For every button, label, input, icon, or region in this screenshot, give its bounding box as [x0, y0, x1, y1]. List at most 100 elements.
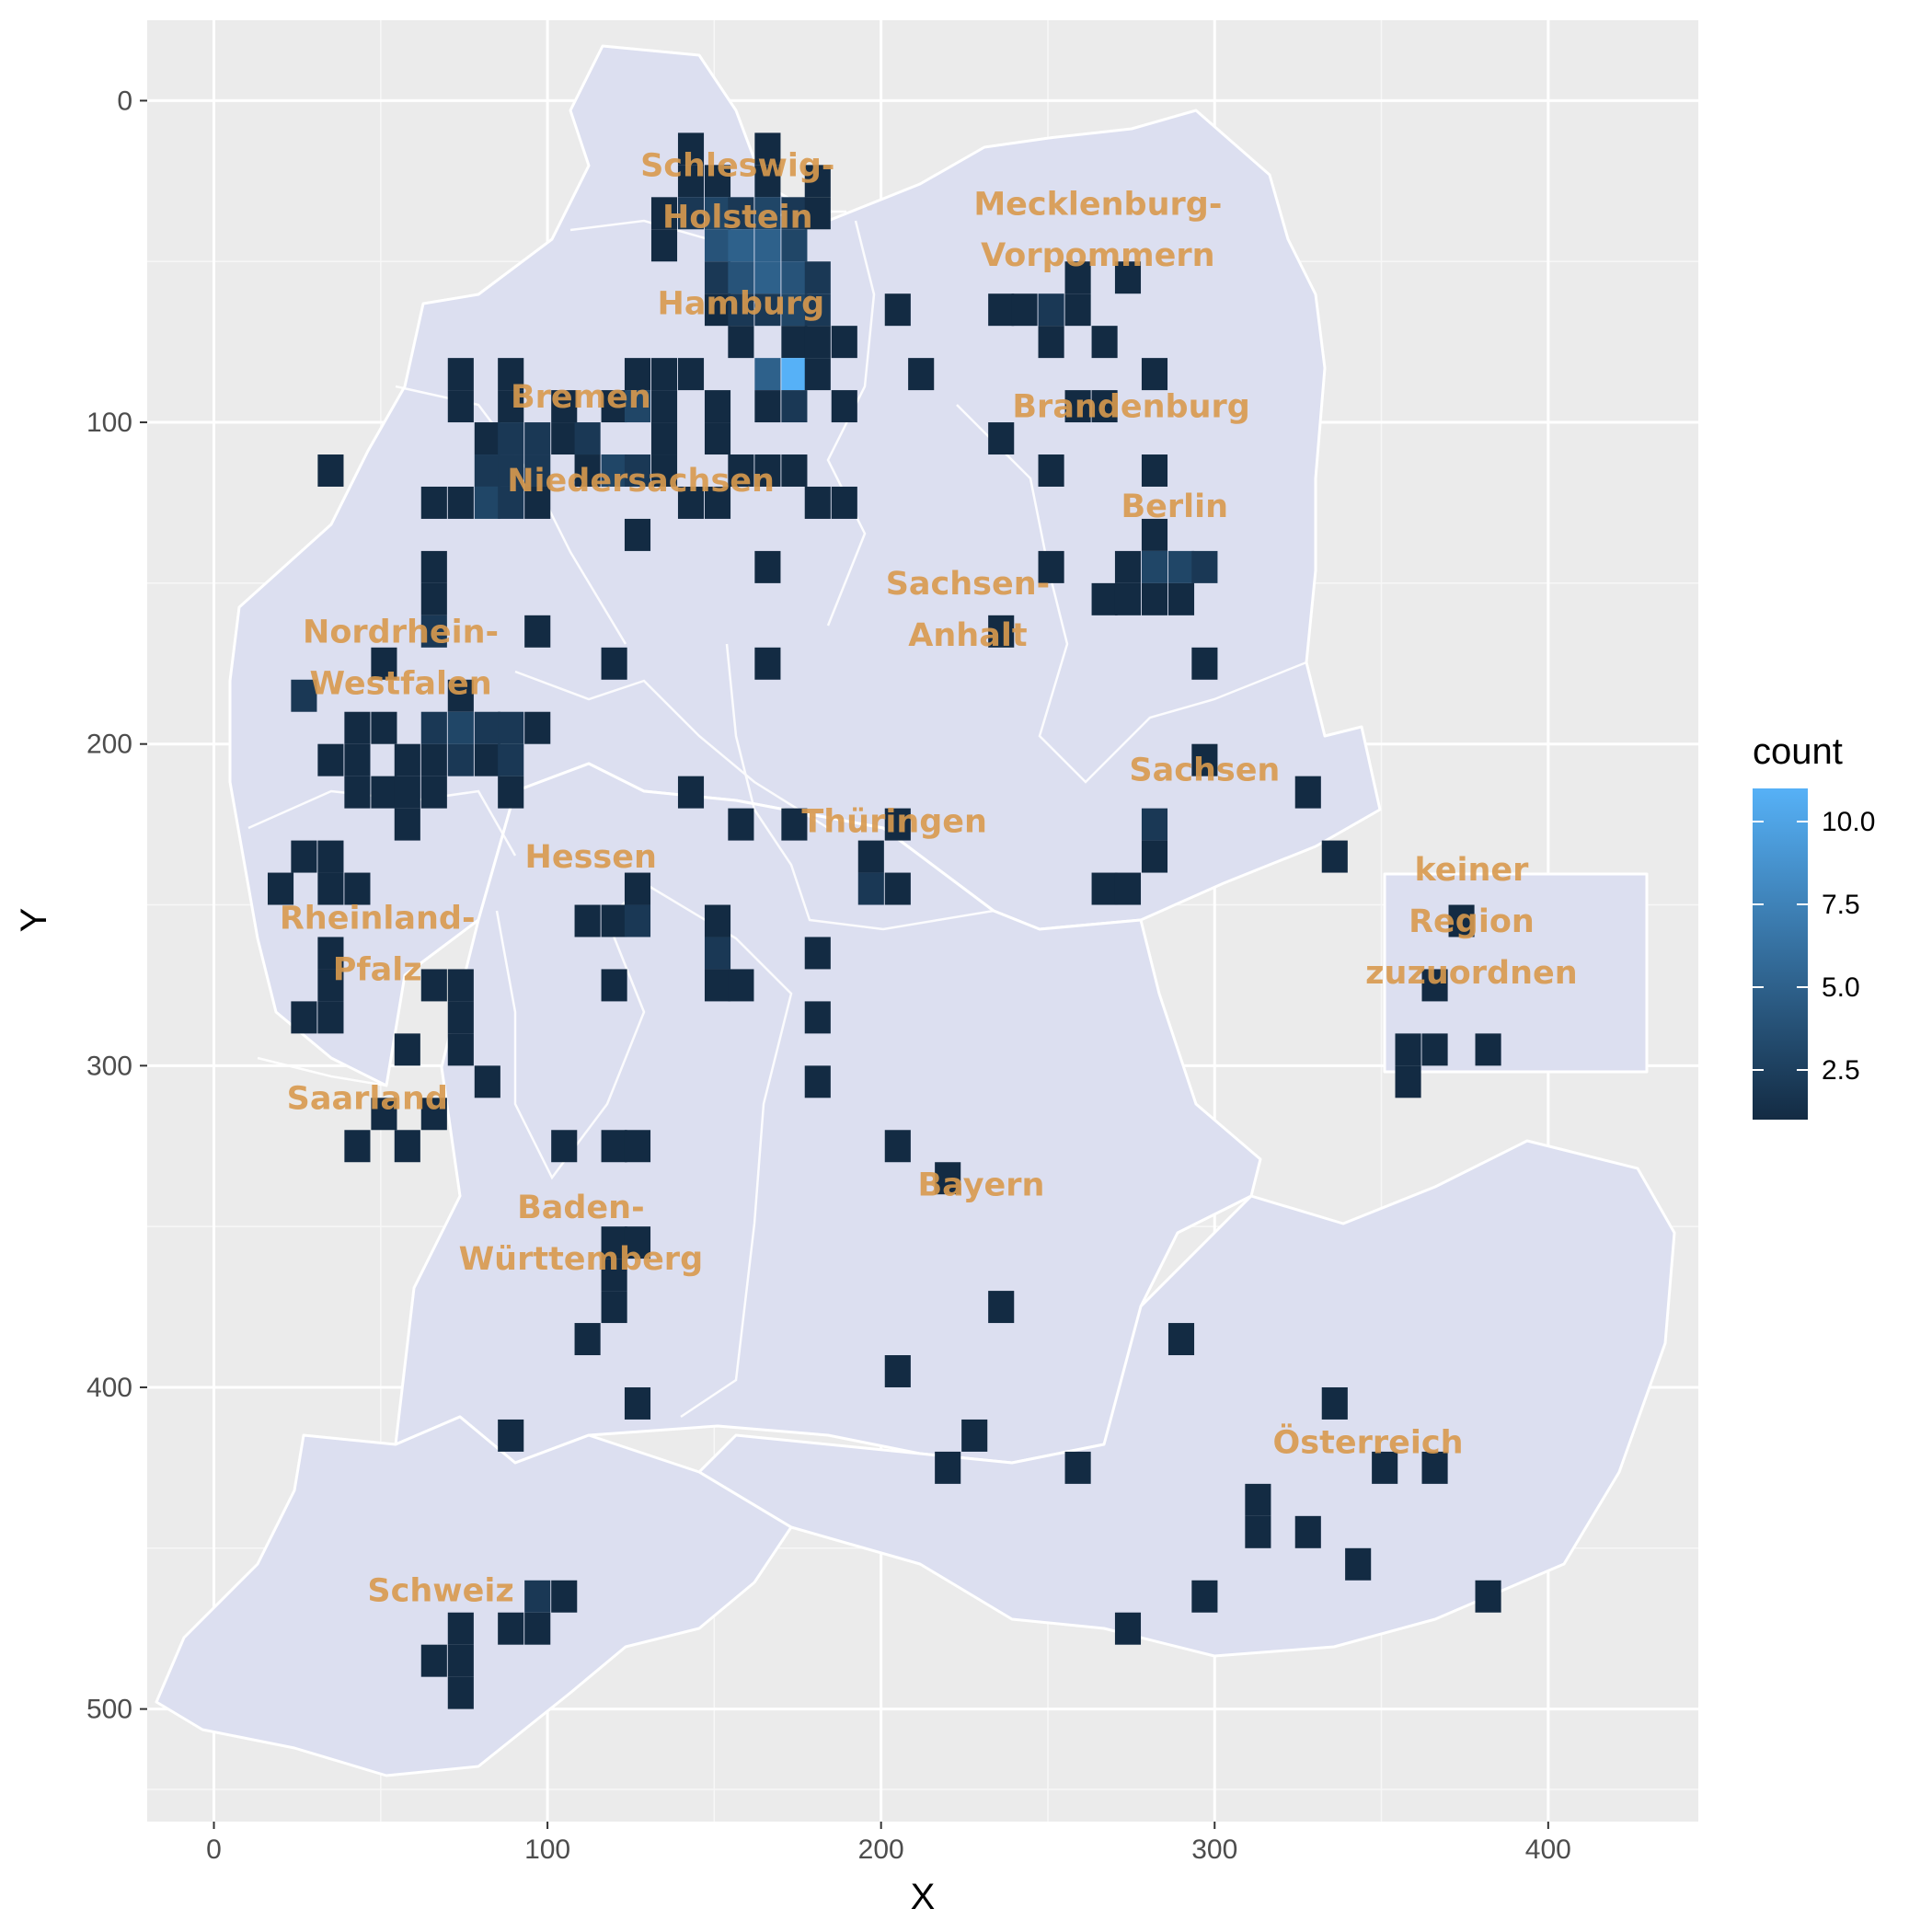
heatmap-bin — [574, 454, 601, 487]
heatmap-bin — [394, 1130, 420, 1163]
heatmap-bin — [677, 165, 705, 198]
heatmap-bin — [1294, 1515, 1321, 1548]
heatmap-bin — [804, 197, 831, 230]
heatmap-bin — [624, 872, 651, 905]
heatmap-bin — [804, 358, 831, 391]
heatmap-bin — [935, 1162, 961, 1195]
heatmap-bin — [624, 1130, 651, 1163]
heatmap-bin — [831, 486, 857, 519]
heatmap-bin — [804, 261, 831, 294]
heatmap-bin — [1245, 1515, 1271, 1548]
heatmap-bin — [804, 165, 831, 198]
heatmap-bin — [754, 229, 781, 262]
heatmap-bin — [677, 132, 705, 166]
region-label: Hessen — [525, 839, 657, 876]
heatmap-bin — [291, 679, 317, 712]
heatmap-bin — [650, 229, 678, 262]
heatmap-bin — [781, 454, 808, 487]
heatmap-bin — [1321, 840, 1348, 873]
heatmap-bin — [624, 390, 651, 423]
heatmap-bin — [781, 358, 808, 391]
heatmap-bin — [624, 454, 651, 487]
heatmap-bin — [551, 1130, 578, 1163]
legend-tick-label: 10.0 — [1822, 807, 1875, 837]
heatmap-bin — [1141, 358, 1168, 391]
heatmap-bin — [1191, 1580, 1218, 1613]
heatmap-bin — [781, 390, 808, 423]
heatmap-bin — [447, 1001, 474, 1034]
heatmap-bin — [447, 969, 474, 1002]
heatmap-bin — [601, 1130, 627, 1163]
heatmap-bin — [344, 711, 371, 744]
region-label: Niedersachsen — [507, 463, 775, 500]
heatmap-bin — [1114, 261, 1142, 294]
region-label: keiner — [1414, 852, 1529, 889]
region-label: Westfalen — [309, 665, 491, 702]
heatmap-bin — [1064, 390, 1091, 423]
heatmap-bin — [1114, 582, 1142, 615]
heatmap-bin — [474, 454, 500, 487]
heatmap-bin — [1191, 743, 1218, 776]
heatmap-bin — [884, 808, 911, 841]
heatmap-bin — [447, 743, 474, 776]
heatmap-bin — [677, 197, 705, 230]
heatmap-bin — [474, 1065, 500, 1098]
heatmap-bin — [420, 486, 447, 519]
heatmap-bin — [601, 454, 627, 487]
legend-colorbar — [1753, 788, 1808, 1120]
heatmap-bin — [1064, 1451, 1091, 1484]
heatmap-bin — [804, 326, 831, 359]
heatmap-bin — [884, 293, 911, 327]
region-label: Pfalz — [333, 951, 422, 988]
heatmap-bin — [704, 229, 731, 262]
border-brb-sa — [956, 404, 1307, 784]
heatmap-bin — [781, 293, 808, 327]
legend-tick-label: 2.5 — [1822, 1055, 1860, 1086]
heatmap-bin — [1167, 550, 1195, 583]
heatmap-bin — [524, 454, 551, 487]
heatmap-bin — [728, 969, 754, 1002]
y-tick-label: 200 — [86, 730, 132, 760]
heatmap-bin — [420, 711, 447, 744]
heatmap-bin — [420, 1098, 447, 1131]
x-tick-label: 400 — [1525, 1834, 1571, 1865]
heatmap-bin — [1091, 326, 1118, 359]
heatmap-bin — [344, 872, 371, 905]
heatmap-bin — [754, 647, 781, 680]
region-label: Schweiz — [367, 1572, 513, 1609]
heatmap-bin — [1011, 293, 1038, 327]
heatmap-bin — [988, 1291, 1015, 1324]
heatmap-bin — [447, 358, 474, 391]
heatmap-bin — [1294, 776, 1321, 809]
switzerland-shape — [155, 1415, 793, 1777]
heatmap-bin — [551, 390, 578, 423]
x-tick-label: 100 — [524, 1834, 570, 1865]
heatmap-bin — [291, 1001, 317, 1034]
heatmap-bin — [524, 1580, 551, 1613]
y-tick-label: 500 — [86, 1695, 132, 1725]
heatmap-bin — [1167, 1323, 1195, 1356]
heatmap-bin — [988, 422, 1015, 455]
heatmap-bin — [498, 454, 524, 487]
heatmap-bin — [884, 872, 911, 905]
heatmap-bin — [1395, 1065, 1421, 1098]
heatmap-bin — [1141, 518, 1168, 551]
heatmap-bin — [804, 293, 831, 327]
heatmap-bin — [704, 486, 731, 519]
heatmap-bin — [524, 615, 551, 648]
austria-shape — [697, 1139, 1676, 1658]
heatmap-bin — [498, 1612, 524, 1645]
region-label: Österreich — [1273, 1422, 1464, 1461]
border-saarland — [257, 1056, 387, 1087]
y-tick-label: 400 — [86, 1373, 132, 1403]
heatmap-bin — [781, 808, 808, 841]
heatmap-bin — [704, 293, 731, 327]
region-label: Vorpommern — [981, 237, 1214, 274]
heatmap-bin — [474, 743, 500, 776]
heatmap-bin — [1038, 550, 1064, 583]
heatmap-bin — [677, 486, 705, 519]
heatmap-bin — [1421, 1033, 1448, 1066]
heatmap-bin — [551, 422, 578, 455]
heatmap-bin — [498, 358, 524, 391]
heatmap-bin — [857, 840, 884, 873]
